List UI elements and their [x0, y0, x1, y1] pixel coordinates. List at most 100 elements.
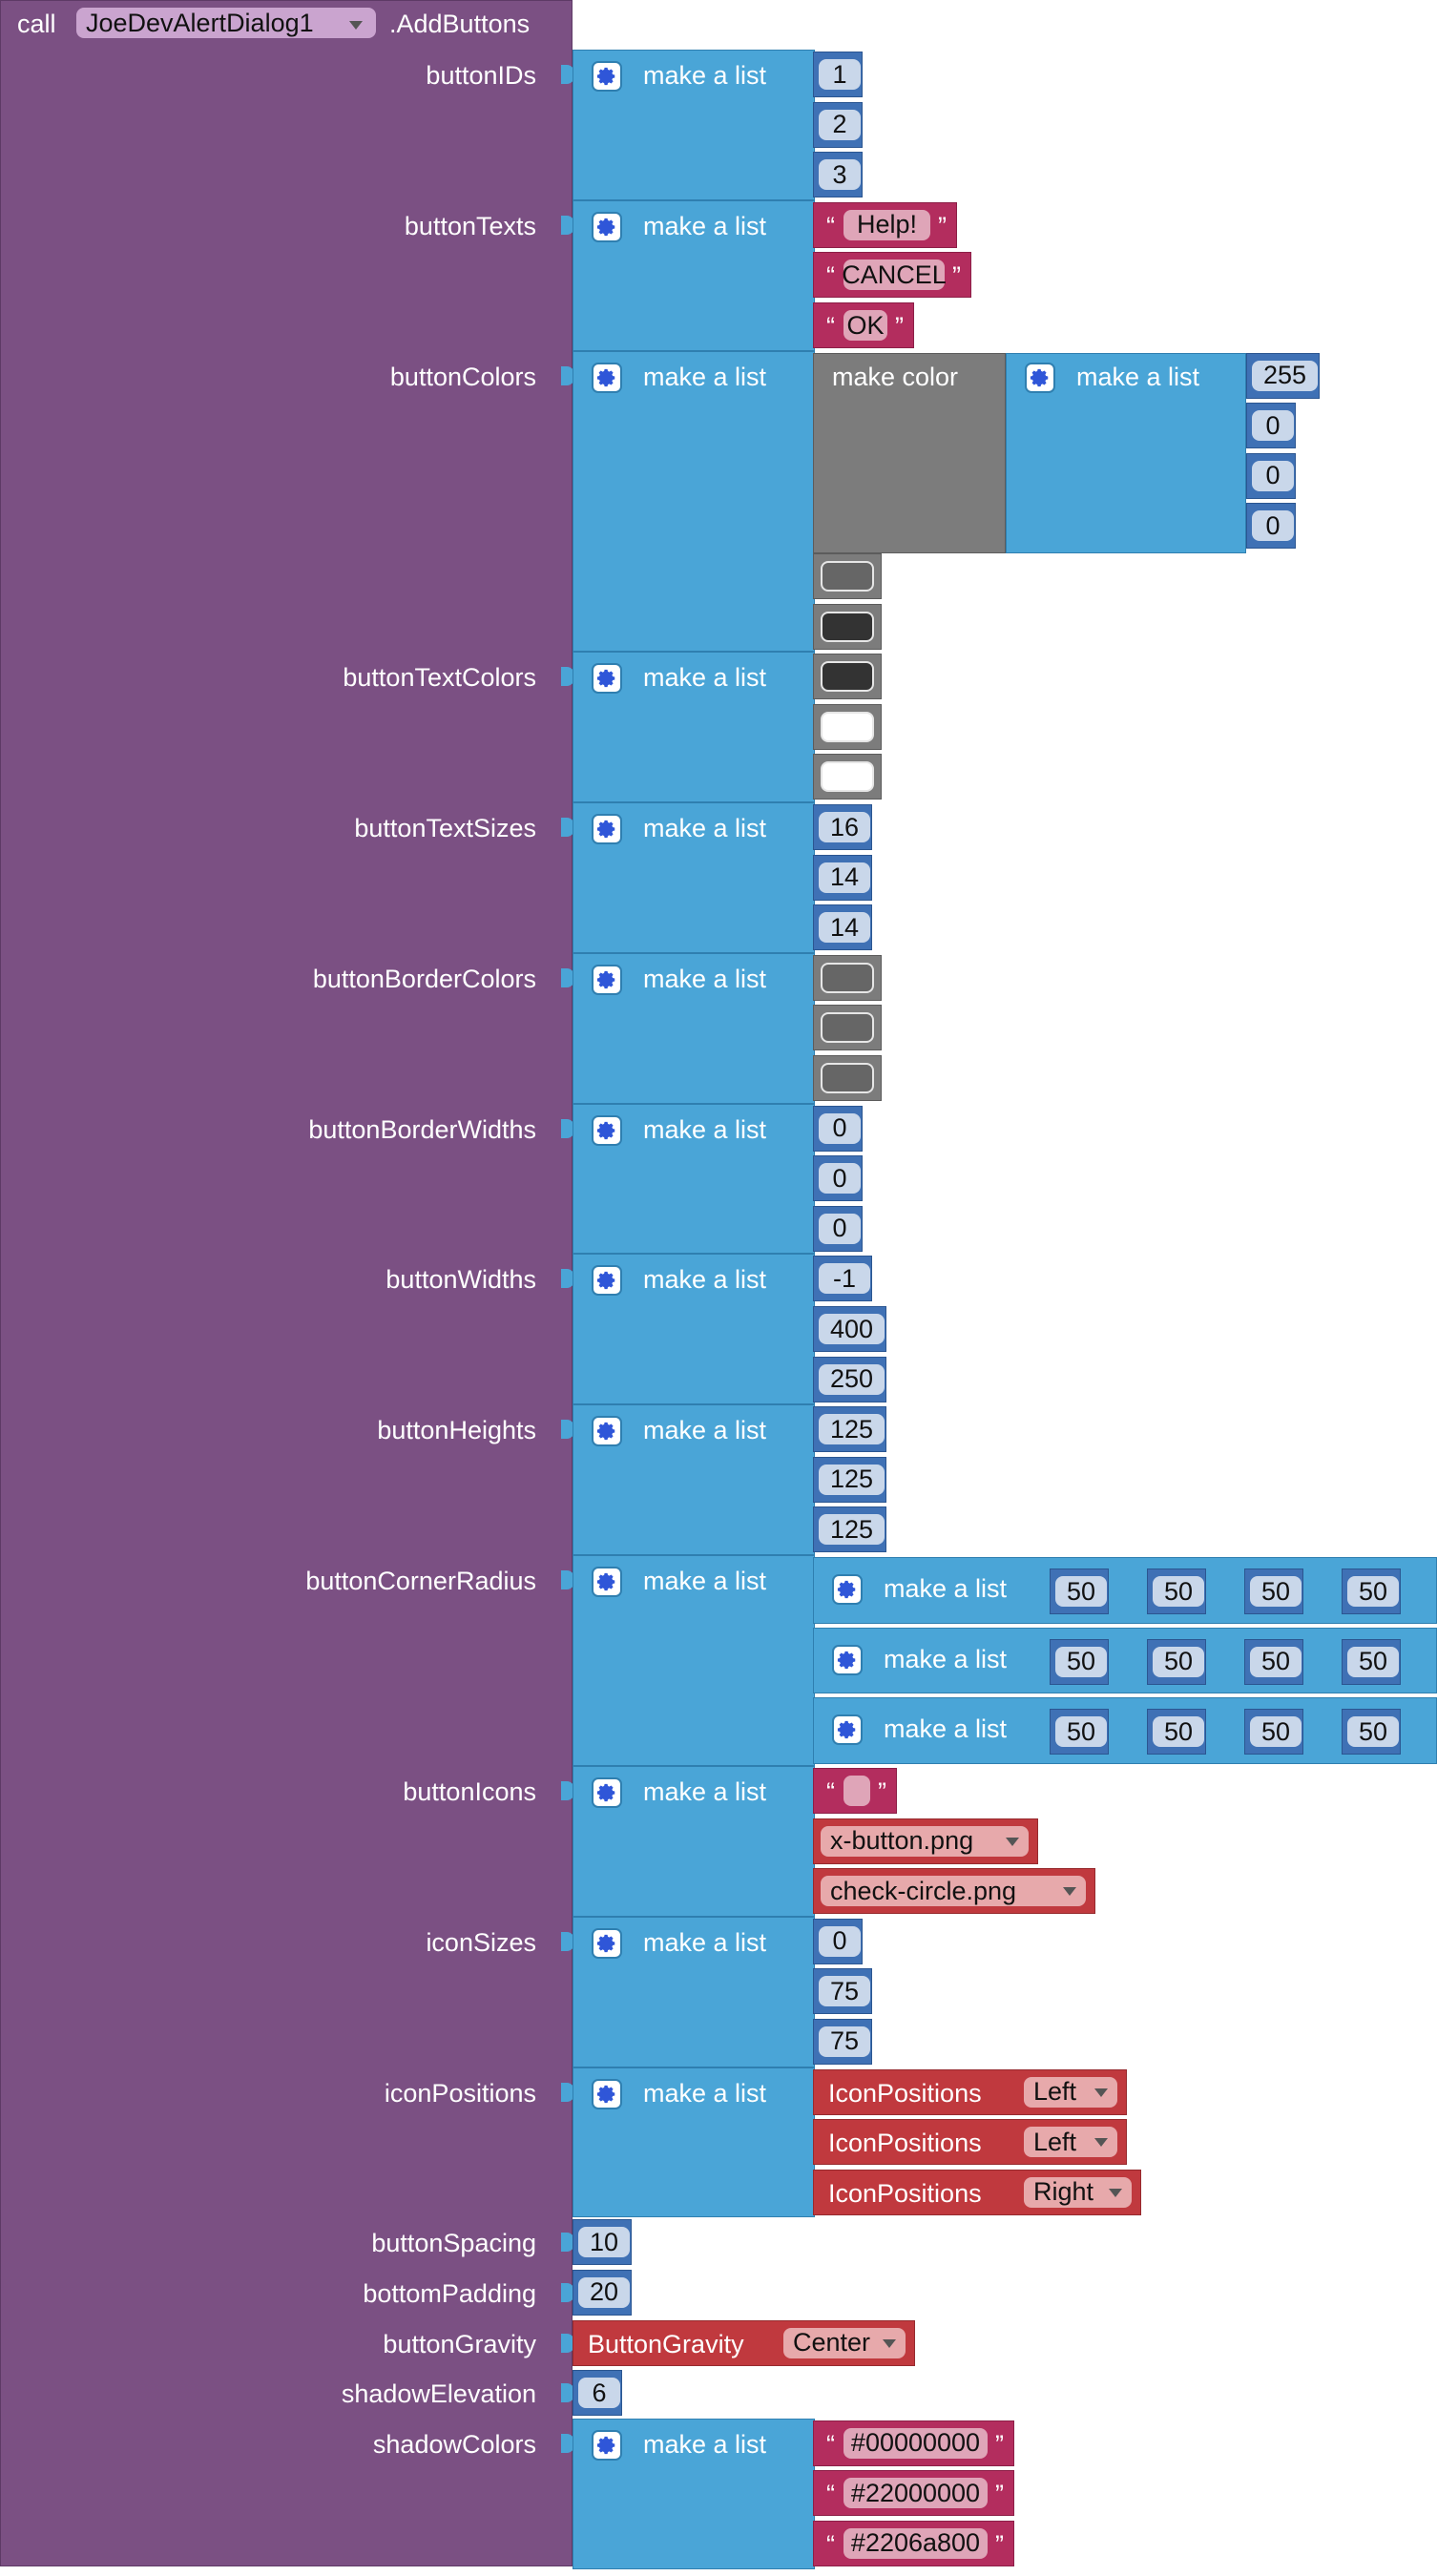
number-value[interactable]: 400: [819, 1314, 885, 1344]
enum-type-label: ButtonGravity: [588, 2329, 744, 2358]
make-list-block[interactable]: [813, 1627, 1437, 1694]
number-value[interactable]: 125: [819, 1464, 885, 1495]
number-value[interactable]: 75: [819, 1976, 870, 2007]
number-value[interactable]: 0: [1252, 510, 1294, 542]
number-value[interactable]: 1: [819, 59, 861, 90]
color-swatch[interactable]: [821, 1012, 874, 1044]
asset-dropdown[interactable]: check-circle.png: [821, 1876, 1086, 1907]
make-list-block[interactable]: [813, 1557, 1437, 1624]
number-value[interactable]: 2: [819, 109, 861, 140]
gear-icon[interactable]: [592, 1114, 622, 1146]
color-swatch[interactable]: [821, 761, 874, 793]
number-value[interactable]: 50: [1250, 1716, 1302, 1748]
gear-icon[interactable]: [592, 61, 622, 92]
number-value[interactable]: 14: [819, 862, 870, 893]
make-list-block[interactable]: [813, 1697, 1437, 1764]
asset-dropdown[interactable]: x-button.png: [821, 1825, 1029, 1857]
color-swatch[interactable]: [821, 561, 874, 592]
gear-icon[interactable]: [592, 1776, 622, 1808]
number-value[interactable]: 75: [819, 2025, 870, 2057]
number-value[interactable]: 125: [819, 1414, 885, 1445]
number-value[interactable]: 50: [1153, 1646, 1204, 1677]
param-label-shadowElevation: shadowElevation: [341, 2379, 536, 2409]
make-list-block[interactable]: [573, 652, 815, 802]
open-quote-icon: “: [826, 211, 835, 240]
number-value[interactable]: 50: [1347, 1646, 1399, 1677]
number-value[interactable]: 16: [819, 812, 870, 842]
gear-icon[interactable]: [832, 1574, 863, 1605]
input-socket: [561, 2433, 574, 2453]
number-value[interactable]: 50: [1347, 1576, 1399, 1607]
color-swatch[interactable]: [821, 711, 874, 742]
color-swatch[interactable]: [821, 1063, 874, 1093]
number-value[interactable]: 0: [1252, 460, 1294, 491]
number-value[interactable]: 50: [1055, 1716, 1107, 1748]
number-value[interactable]: 255: [1252, 360, 1318, 391]
gear-icon[interactable]: [592, 2429, 622, 2461]
param-label-buttonTexts: buttonTexts: [404, 211, 536, 240]
gear-icon[interactable]: [1025, 362, 1055, 393]
gear-icon[interactable]: [592, 1265, 622, 1297]
gear-icon[interactable]: [592, 1416, 622, 1447]
text-value[interactable]: OK: [843, 310, 887, 341]
number-value[interactable]: 50: [1055, 1576, 1107, 1607]
text-value[interactable]: CANCEL: [842, 260, 947, 291]
make-color-block[interactable]: [813, 352, 1006, 553]
number-value[interactable]: 3: [819, 159, 861, 191]
gear-icon[interactable]: [592, 964, 622, 995]
chevron-down-icon: [1006, 1837, 1019, 1846]
gear-icon[interactable]: [592, 211, 622, 242]
make-list-label: make a list: [884, 1714, 1008, 1744]
input-socket: [561, 2233, 574, 2253]
gear-icon[interactable]: [592, 1927, 622, 1959]
gear-icon[interactable]: [592, 1567, 622, 1597]
enum-dropdown[interactable]: Left: [1024, 2076, 1117, 2108]
number-value[interactable]: 250: [819, 1363, 885, 1395]
component-dropdown[interactable]: JoeDevAlertDialog1: [76, 8, 376, 38]
number-value[interactable]: 6: [578, 2378, 620, 2409]
number-value[interactable]: 50: [1347, 1716, 1399, 1748]
param-label-buttonSpacing: buttonSpacing: [371, 2229, 536, 2258]
number-value[interactable]: 50: [1055, 1646, 1107, 1677]
number-value[interactable]: 50: [1153, 1576, 1204, 1607]
gear-icon[interactable]: [592, 2078, 622, 2109]
chevron-down-icon: [883, 2338, 896, 2348]
number-value[interactable]: 14: [819, 912, 870, 944]
number-value[interactable]: 0: [819, 1163, 861, 1195]
color-swatch[interactable]: [821, 962, 874, 993]
text-value[interactable]: #00000000: [843, 2427, 988, 2459]
number-value[interactable]: 50: [1153, 1716, 1204, 1748]
gear-icon[interactable]: [832, 1644, 863, 1675]
gear-icon[interactable]: [592, 663, 622, 695]
text-value[interactable]: [843, 1775, 870, 1806]
text-value[interactable]: Help!: [843, 209, 930, 240]
gear-icon[interactable]: [832, 1714, 863, 1746]
param-label-shadowColors: shadowColors: [372, 2429, 536, 2459]
number-value[interactable]: 10: [578, 2227, 630, 2258]
number-value[interactable]: 0: [819, 1925, 861, 1957]
gear-icon[interactable]: [592, 814, 622, 844]
number-value[interactable]: 0: [1252, 410, 1294, 442]
number-value[interactable]: -1: [819, 1263, 870, 1295]
text-value[interactable]: #22000000: [843, 2478, 988, 2509]
make-list-block[interactable]: [573, 1555, 815, 1766]
close-quote-icon: ”: [895, 312, 904, 341]
enum-type-label: IconPositions: [828, 2078, 982, 2108]
param-label-bottomPadding: bottomPadding: [363, 2278, 536, 2308]
text-value[interactable]: #2206a800: [843, 2527, 988, 2559]
number-value[interactable]: 0: [819, 1112, 861, 1144]
open-quote-icon: “: [826, 312, 835, 341]
param-label-buttonTextColors: buttonTextColors: [343, 663, 536, 693]
number-value[interactable]: 50: [1250, 1646, 1302, 1677]
make-list-block[interactable]: [573, 350, 815, 653]
color-swatch[interactable]: [821, 661, 874, 693]
gear-icon[interactable]: [592, 362, 622, 393]
number-value[interactable]: 20: [578, 2276, 630, 2308]
number-value[interactable]: 50: [1250, 1576, 1302, 1607]
number-value[interactable]: 0: [819, 1213, 861, 1244]
call-block[interactable]: [0, 0, 573, 2566]
number-value[interactable]: 125: [819, 1514, 885, 1546]
color-swatch[interactable]: [821, 611, 874, 642]
close-quote-icon: ”: [952, 261, 961, 291]
